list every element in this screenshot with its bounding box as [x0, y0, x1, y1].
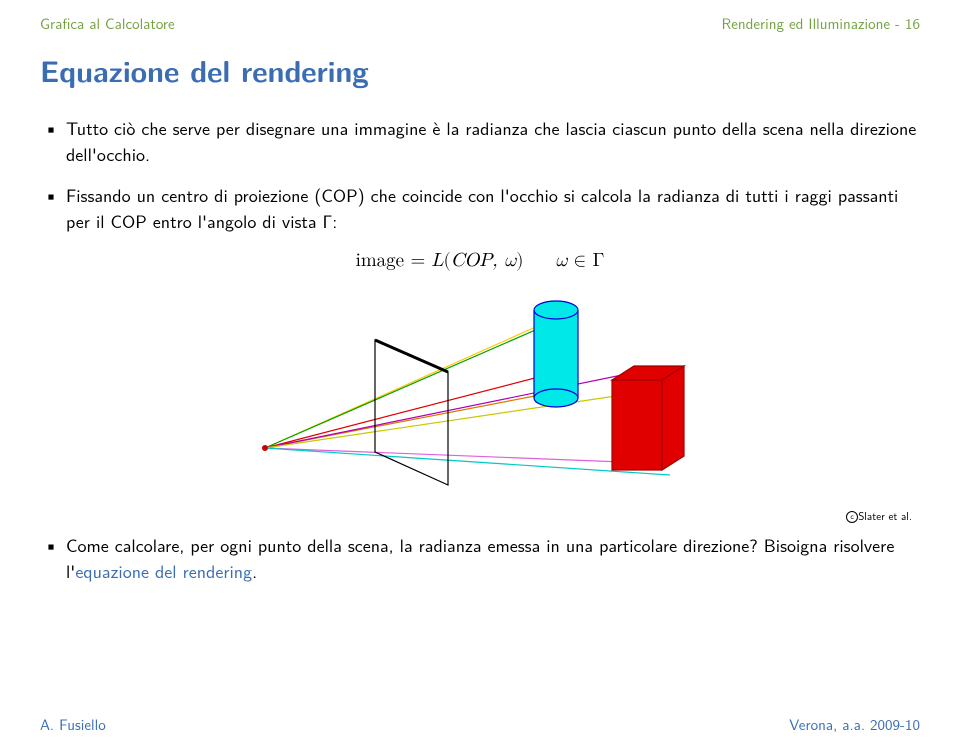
- copyright-icon: c: [846, 511, 858, 523]
- bullet-list: Tutto ciò che serve per disegnare una im…: [40, 115, 920, 233]
- image-credit: cSlater et al.: [40, 508, 920, 524]
- bullet-list-2: Come calcolare, per ogni punto della sce…: [40, 532, 920, 583]
- header-right: Rendering ed Illuminazione - 16: [722, 12, 920, 34]
- bullet-1: Tutto ciò che serve per disegnare una im…: [62, 115, 920, 166]
- eq-lhs: image: [356, 251, 405, 270]
- page-footer: A. Fusiello Verona, a.a. 2009-10: [40, 713, 920, 735]
- bullet-2: Fissando un centro di proiezione (COP) c…: [62, 182, 920, 233]
- footer-left: A. Fusiello: [40, 713, 106, 735]
- page-header: Grafica al Calcolatore Rendering ed Illu…: [40, 12, 920, 34]
- figure: [40, 280, 920, 510]
- eq-L: L: [432, 251, 444, 270]
- header-left: Grafica al Calcolatore: [40, 12, 175, 34]
- bullet-3c: .: [252, 557, 257, 584]
- ray-diagram: [240, 280, 720, 505]
- eq-in: ∈: [574, 251, 587, 270]
- bullet-3: Come calcolare, per ogni punto della sce…: [62, 532, 920, 583]
- eq-gamma: Γ: [593, 251, 605, 270]
- footer-right: Verona, a.a. 2009-10: [789, 713, 920, 735]
- equation: image = L(COP, ω) ω ∈ Γ: [40, 249, 920, 272]
- bullet-3b: equazione del rendering: [75, 557, 252, 584]
- eq-open: (: [443, 251, 450, 270]
- eq-omega1: ω: [504, 251, 516, 270]
- eq-cop: COP,: [451, 251, 498, 270]
- credit-text: Slater et al.: [858, 508, 912, 524]
- eq-omega2: ω: [555, 251, 567, 270]
- eq-eq: =: [410, 251, 425, 270]
- page-title: Equazione del rendering: [40, 48, 920, 91]
- eq-close: ): [516, 251, 523, 270]
